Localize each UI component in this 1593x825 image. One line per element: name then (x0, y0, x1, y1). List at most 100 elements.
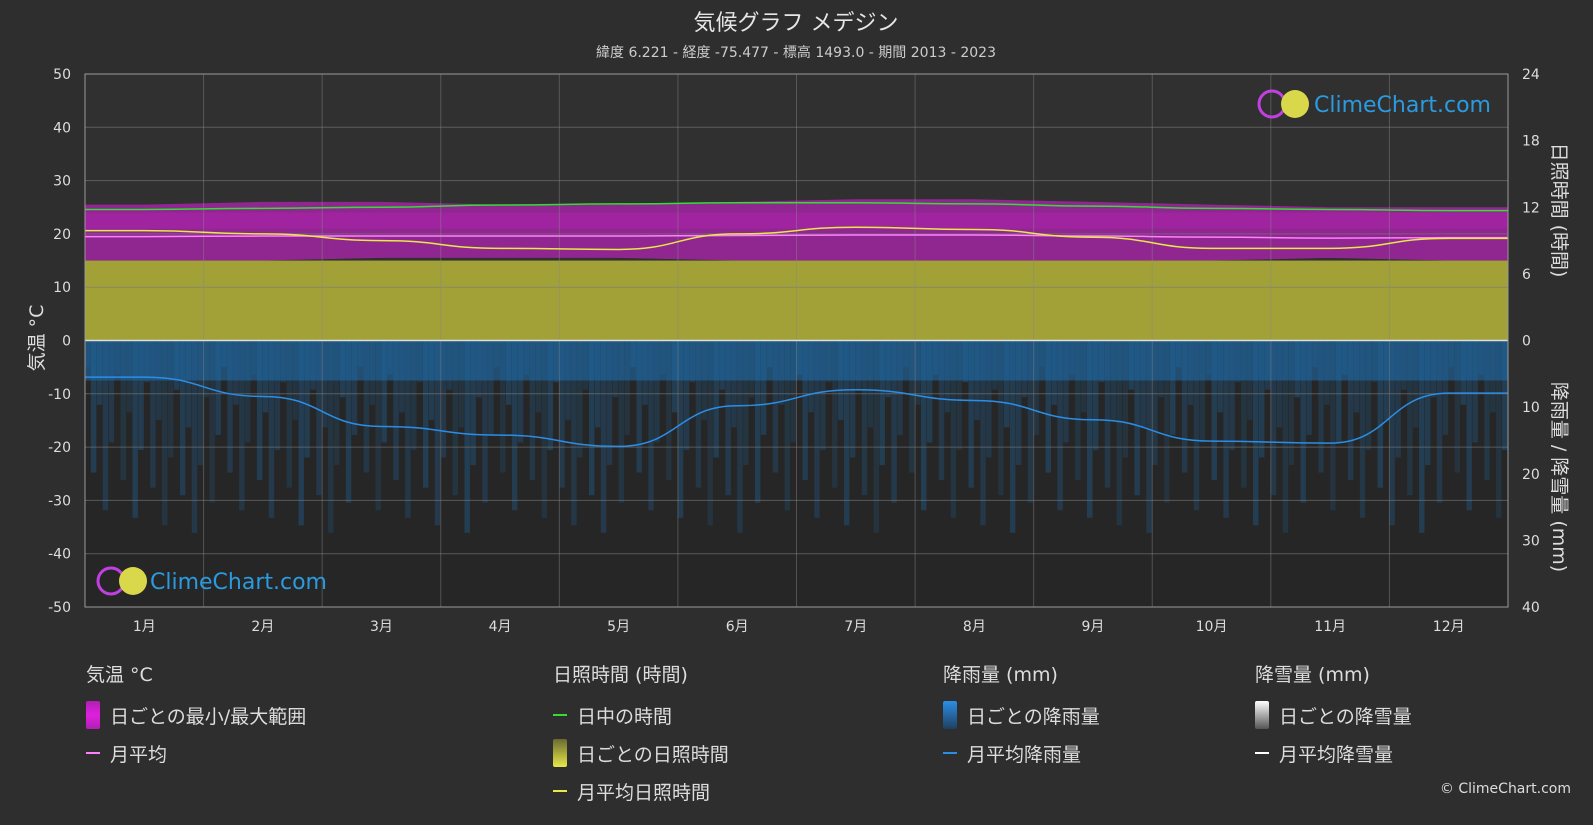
y-tick-left: 40 (53, 120, 71, 136)
y-tick-right-bottom: 40 (1522, 600, 1540, 616)
daily-rain-bar (1152, 340, 1158, 466)
legend-item-rain-mean: 月平均降雨量 (943, 734, 1100, 772)
daily-rain-bar (950, 340, 957, 518)
daily-sunshine-area (85, 260, 1508, 341)
daily-rain-bar (1258, 340, 1265, 458)
x-tick-month: 2月 (251, 619, 274, 635)
daily-rain-bar (274, 340, 281, 450)
y-axis-left-label: 気温 °C (26, 305, 48, 372)
daily-rain-bar (375, 340, 381, 511)
axes: 50 40 30 20 10 0 -10 -20 -30 -40 -50 24 18 12 6 0 10 20 30… (48, 67, 1540, 635)
daily-rain-bar (381, 340, 387, 443)
daily-rain-bar (351, 340, 358, 435)
copyright: © ClimeChart.com (1439, 781, 1571, 797)
y-tick-left: 20 (53, 227, 71, 243)
daily-rain-bar (138, 340, 144, 450)
x-tick-month: 7月 (844, 619, 867, 635)
daily-rain-bar (577, 340, 583, 458)
daily-rain-bar (707, 340, 713, 526)
daily-rain-bar (594, 340, 601, 428)
daily-rain-bar (980, 340, 986, 526)
daily-rain-bar (1116, 340, 1123, 526)
legend-title-snow: 降雪量 (mm) (1255, 664, 1370, 686)
daily-rain-bar (1442, 340, 1449, 435)
y-axis-right-bottom-label: 降雨量 / 降雪量 (mm) (1548, 382, 1570, 572)
legend-snow: 降雪量 (mm) 日ごとの降雪量 月平均降雪量 (1255, 660, 1412, 772)
daily-rain-bar (725, 340, 731, 496)
daily-rain-bar (1389, 340, 1395, 526)
daily-rain-bar (772, 340, 779, 473)
snow-swatch (1255, 701, 1269, 729)
legend-item-snow-mean: 月平均降雪量 (1255, 734, 1412, 772)
daily-rain-bar (464, 340, 470, 533)
x-tick-month: 10月 (1196, 619, 1228, 635)
x-tick-month: 12月 (1433, 619, 1465, 635)
daily-rain-bar (215, 340, 221, 435)
legend-sunshine: 日照時間 (時間) 日中の時間 日ごとの日照時間 月平均日照時間 (553, 660, 729, 810)
rain-swatch (943, 701, 957, 729)
daily-rain-bar (334, 340, 340, 466)
daily-rain-bar (1015, 340, 1022, 466)
x-tick-month: 9月 (1081, 619, 1104, 635)
daily-rain-bar (1395, 340, 1401, 458)
daily-rain-bar (1223, 340, 1229, 518)
daily-rain-bar (488, 340, 494, 435)
daily-rain-bar (102, 340, 109, 511)
daily-rain-bar (482, 340, 488, 503)
daily-rain-bar (458, 340, 464, 428)
legend-title-rain: 降雨量 (mm) (943, 664, 1058, 686)
daily-rain-bar (1241, 340, 1247, 488)
y-axis-right-top-label: 日照時間 (時間) (1548, 143, 1570, 278)
daily-rain-bar (1270, 340, 1277, 496)
daily-rain-bar (832, 340, 838, 488)
daily-rain-bar (867, 340, 874, 428)
daily-rain-bar (1092, 340, 1099, 450)
daily-rain-bar (760, 340, 767, 435)
legend-title-temperature: 気温 °C (86, 664, 153, 686)
daily-rain-bar (909, 340, 915, 473)
daily-rain-bar (1436, 340, 1443, 503)
daily-rain-bar (1122, 340, 1129, 458)
temp-mean-swatch (86, 752, 100, 754)
daily-rain-bar (683, 340, 690, 450)
daily-rain-bar (363, 340, 370, 473)
y-tick-right-bottom: 20 (1522, 467, 1540, 483)
y-tick-right-bottom: 10 (1522, 400, 1540, 416)
daily-rain-bar (802, 340, 808, 481)
daily-rain-bar (1377, 340, 1383, 488)
legend-label: 月平均降雨量 (967, 743, 1082, 766)
daily-rain-bar (1087, 340, 1093, 518)
daily-rain-bar (1466, 340, 1472, 511)
daily-rain-bar (814, 340, 820, 518)
daily-rain-bar (648, 340, 654, 511)
daily-rain-bar (1075, 340, 1081, 481)
daily-rain-bar (227, 340, 233, 473)
legend-item-sunshine-mean: 月平均日照時間 (553, 772, 729, 810)
legend-item-temp-range: 日ごとの最小/最大範囲 (86, 696, 306, 734)
legend-item-daily-sunshine: 日ごとの日照時間 (553, 734, 729, 772)
daily-rain-bar (784, 340, 791, 511)
rain-mean-line (85, 376, 1508, 448)
daily-rain-bar (1045, 340, 1051, 473)
daily-rain-bar (1359, 340, 1366, 518)
watermark-text-top: ClimeChart.com (1314, 93, 1491, 118)
daily-rain-bar (1134, 340, 1140, 496)
daily-rain-bar (268, 340, 275, 518)
daily-rain-bar (304, 340, 310, 458)
daily-rain-bar (891, 340, 897, 503)
daily-rain-bar (245, 340, 251, 443)
daily-rain-bar (1330, 340, 1336, 511)
daily-rain-bar (150, 340, 156, 488)
daily-rain-bar (677, 340, 684, 518)
daily-rain-bar (541, 340, 547, 518)
legend-label: 日中の時間 (577, 705, 673, 728)
daily-rain-bar (1502, 340, 1508, 450)
daily-rain-bar (1063, 340, 1069, 443)
y-tick-right-top: 24 (1522, 67, 1540, 83)
y-tick-left: 50 (53, 67, 71, 83)
y-tick-left: -30 (48, 493, 71, 509)
daily-rain-bar (162, 340, 168, 526)
daily-rain-bar (618, 340, 625, 503)
daily-rain-bar (470, 340, 476, 466)
daily-rain-bar (956, 340, 963, 450)
